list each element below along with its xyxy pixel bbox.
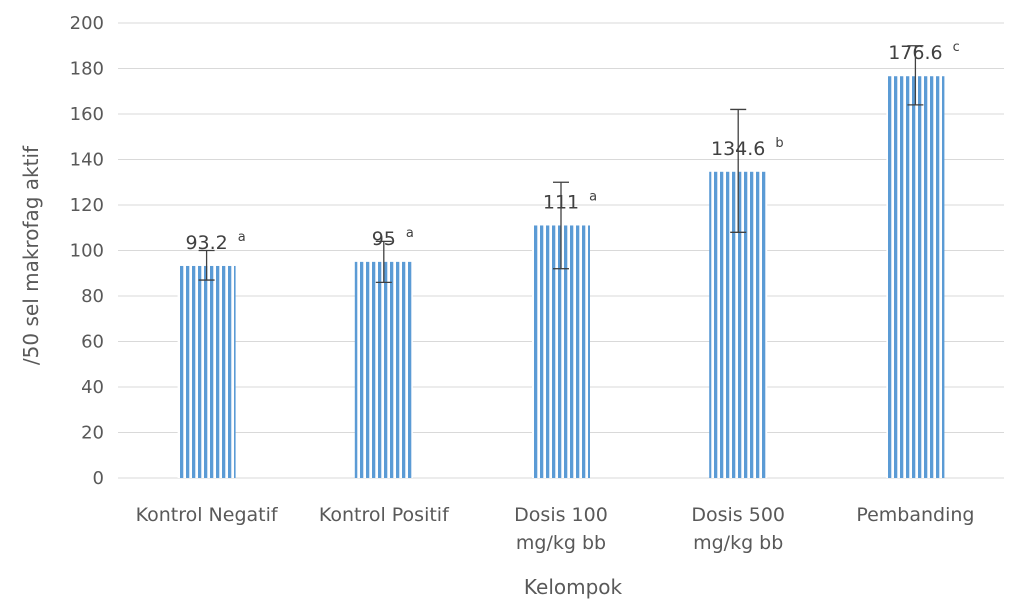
x-category-label: mg/kg bb [693, 532, 783, 554]
y-tick-label: 140 [70, 150, 104, 171]
data-labels: 93.2 a 95 a 111 a 134.6 b 176.6 c [185, 40, 959, 254]
error-bar [730, 108, 747, 233]
y-tick-label: 80 [81, 286, 104, 307]
y-tick-label: 100 [70, 241, 104, 262]
x-axis-title: Kelompok [524, 575, 623, 599]
data-label: 111 [543, 191, 579, 213]
bar [354, 261, 413, 478]
y-tick-label: 200 [70, 13, 104, 34]
error-bar [375, 240, 392, 284]
significance-letter: a [589, 189, 597, 204]
bar [886, 76, 945, 479]
error-bar [907, 45, 924, 106]
error-bars [198, 45, 924, 284]
y-axis-ticks: 0 20 40 60 80 100 120 140 160 180 200 [70, 13, 104, 489]
x-axis-categories: Kontrol Negatif Kontrol Positif Dosis 100 m… [136, 504, 975, 554]
y-tick-label: 160 [70, 104, 104, 125]
y-tick-label: 180 [70, 59, 104, 80]
significance-letter: a [238, 230, 246, 245]
significance-letter: a [406, 226, 414, 241]
bar [177, 265, 236, 478]
error-bar [198, 249, 215, 281]
error-bar [553, 181, 569, 270]
data-label: 176.6 [888, 42, 942, 64]
x-category-label: mg/kg bb [516, 532, 606, 554]
x-category-label: Dosis 100 [514, 504, 608, 526]
bars [177, 76, 945, 479]
y-tick-label: 20 [81, 423, 104, 444]
y-axis-title: /50 sel makrofag aktif [19, 145, 43, 365]
y-tick-label: 0 [93, 468, 104, 489]
x-category-label: Kontrol Positif [319, 504, 450, 526]
y-tick-label: 60 [81, 332, 104, 353]
data-label: 95 [372, 228, 396, 250]
x-category-label: Dosis 500 [691, 504, 785, 526]
x-category-label: Kontrol Negatif [136, 504, 279, 526]
significance-letter: b [775, 136, 783, 151]
x-category-label: Pembanding [856, 504, 974, 526]
data-label: 93.2 [185, 232, 227, 254]
data-label: 134.6 [711, 138, 765, 160]
significance-letter: c [953, 40, 960, 55]
y-tick-label: 40 [81, 377, 104, 398]
y-tick-label: 120 [70, 195, 104, 216]
